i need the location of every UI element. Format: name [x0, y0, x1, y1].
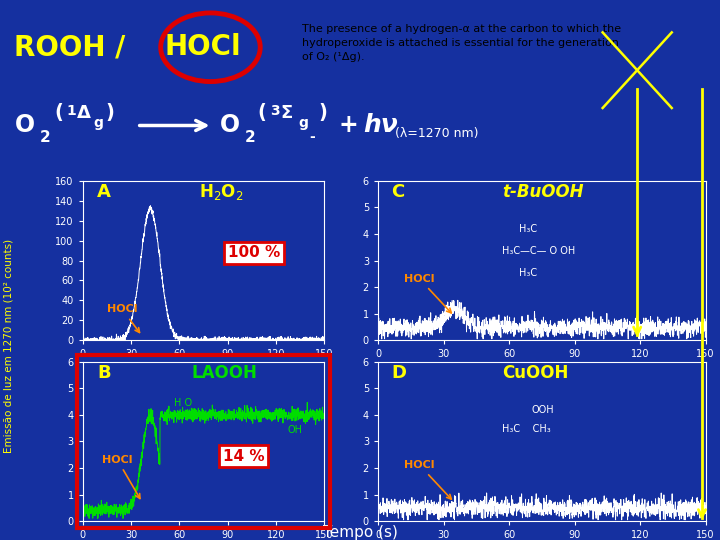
Text: hν: hν: [364, 113, 398, 138]
Text: +: +: [338, 113, 358, 138]
Text: 3: 3: [270, 104, 279, 118]
Text: 2: 2: [245, 130, 256, 145]
Text: 1: 1: [66, 104, 76, 118]
Text: A: A: [97, 183, 111, 201]
Text: O: O: [220, 113, 240, 138]
Text: Emissão de luz em 1270 nm (10² counts): Emissão de luz em 1270 nm (10² counts): [4, 239, 14, 453]
Text: HOCl: HOCl: [165, 33, 242, 61]
Text: Δ: Δ: [77, 104, 91, 122]
Text: 2: 2: [40, 130, 50, 145]
Text: (λ=1270 nm): (λ=1270 nm): [395, 127, 478, 140]
Text: HOCl: HOCl: [404, 274, 451, 313]
Text: H₃C: H₃C: [519, 224, 537, 234]
Text: 14 %: 14 %: [222, 449, 264, 463]
Text: LAOOH: LAOOH: [192, 364, 257, 382]
Text: Tempo (s): Tempo (s): [323, 525, 397, 540]
Text: Σ: Σ: [281, 104, 293, 122]
Text: OH: OH: [288, 426, 303, 435]
Text: CuOOH: CuOOH: [503, 364, 569, 382]
Text: (: (: [258, 103, 266, 123]
Text: D: D: [391, 364, 406, 382]
Text: ): ): [106, 103, 114, 123]
Text: B: B: [97, 364, 111, 382]
Text: (: (: [54, 103, 63, 123]
Text: HOCl: HOCl: [102, 455, 140, 498]
Text: g: g: [298, 117, 308, 130]
Text: C: C: [391, 183, 405, 201]
Text: HOCl: HOCl: [404, 460, 451, 499]
Text: H₃C    CH₃: H₃C CH₃: [503, 424, 552, 434]
Text: -: -: [310, 131, 315, 144]
Text: t-BuOOH: t-BuOOH: [503, 183, 584, 201]
Text: 100 %: 100 %: [228, 245, 280, 260]
Text: ROOH /: ROOH /: [14, 33, 135, 61]
Text: H₃C: H₃C: [519, 268, 537, 279]
Text: HOCl: HOCl: [107, 305, 140, 333]
Text: H₃C—C— O OH: H₃C—C— O OH: [503, 246, 576, 256]
Text: H$_2$O$_2$: H$_2$O$_2$: [199, 182, 243, 202]
Text: H O: H O: [174, 399, 192, 408]
Text: ): ): [318, 103, 327, 123]
Text: g: g: [94, 117, 104, 130]
Text: OOH: OOH: [532, 405, 554, 415]
Text: The presence of a hydrogen-α at the carbon to which the
hydroperoxide is attache: The presence of a hydrogen-α at the carb…: [302, 24, 621, 62]
Text: O: O: [14, 113, 35, 138]
